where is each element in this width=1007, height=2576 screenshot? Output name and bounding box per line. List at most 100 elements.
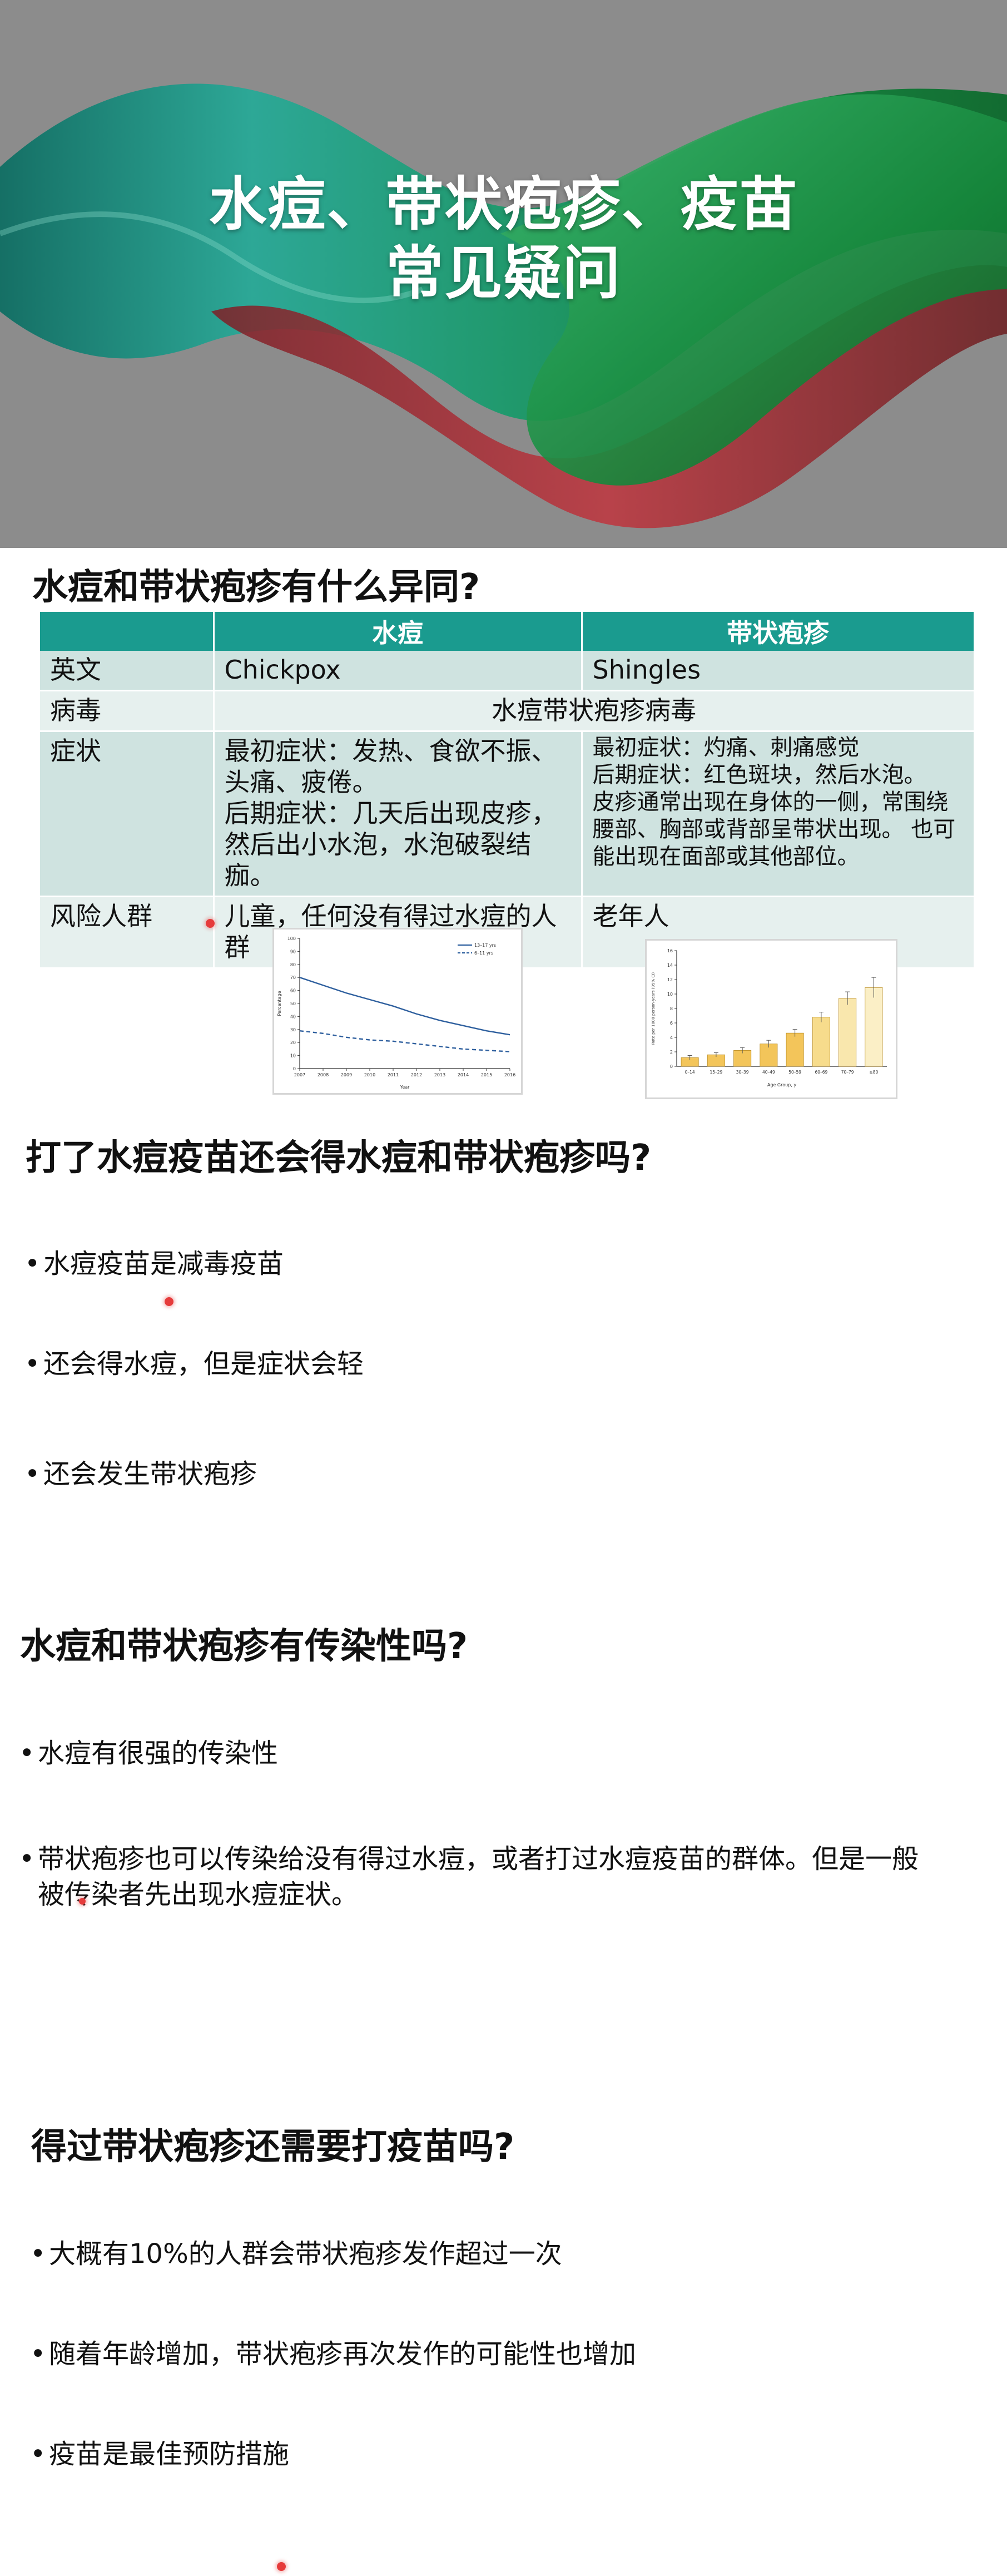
y-tick-label: 10: [667, 992, 673, 997]
bar-4: [760, 1044, 778, 1067]
bullet-icon: •: [30, 2238, 46, 2270]
row-label-risk-group: 风险人群: [40, 896, 215, 969]
comparison-table: 水痘 带状疱疹 英文 Chickpox Shingles 病毒 水痘带状疱疹病毒…: [40, 612, 975, 969]
x-tick-label: 40–49: [762, 1070, 775, 1075]
x-tick-label: 60–69: [815, 1070, 827, 1075]
x-tick-label: 2015: [481, 1072, 492, 1077]
y-tick-label: 40: [290, 1014, 296, 1019]
bullet-icon: •: [24, 1458, 41, 1490]
x-tick-label: 2011: [388, 1072, 399, 1077]
laser-pointer-dot: [277, 2562, 286, 2571]
laser-pointer-dot: [206, 919, 215, 928]
legend-label: 13–17 yrs: [474, 943, 496, 948]
bullet-icon: •: [24, 1348, 41, 1380]
list-item: • 随着年龄增加，带状疱疹再次发作的可能性也增加: [30, 2336, 636, 2372]
y-axis-label: Percentage: [277, 991, 282, 1016]
page-title-line-1: 水痘、带状疱疹、疫苗: [209, 170, 798, 238]
bullet-icon: •: [19, 1843, 35, 1875]
y-tick-label: 80: [290, 962, 296, 967]
bullet-icon: •: [19, 1738, 35, 1769]
page-title: 水痘、带状疱疹、疫苗 常见疑问: [0, 170, 1007, 308]
x-tick-label: 50–59: [788, 1070, 801, 1075]
laser-pointer-dot: [79, 1898, 86, 1905]
x-tick-label: 2013: [434, 1072, 445, 1077]
cell-chickenpox-english: Chickpox: [214, 651, 583, 691]
section-4-heading: 得过带状疱疹还需要打疫苗吗?: [31, 2127, 515, 2168]
list-item: • 水痘有很强的传染性: [19, 1736, 278, 1771]
list-item: • 疫苗是最佳预防措施: [30, 2436, 289, 2472]
y-tick-label: 30: [290, 1027, 296, 1032]
x-axis-label: Year: [400, 1085, 410, 1090]
y-tick-label: 100: [287, 936, 296, 941]
y-tick-label: 20: [290, 1040, 296, 1045]
x-tick-label: 70–79: [841, 1070, 854, 1075]
y-axis-label: Rate per 1000 person-years (95% CI): [651, 972, 656, 1045]
series-line-2: [299, 1030, 510, 1052]
y-tick-label: 90: [290, 949, 296, 954]
line-chart-card: 0 10 20 30 40 50 60 70 80 90 100 2007 2008 2009 2010 20…: [272, 928, 523, 1095]
cell-virus-merged: 水痘带状疱疹病毒: [214, 690, 975, 732]
bar-chart-card: 0 2 4 6 8 10 12 14 16 0–14 15–29 30–39 40–49 50–59 60–…: [645, 939, 897, 1099]
bullet-icon: •: [30, 2338, 46, 2370]
row-label-virus: 病毒: [40, 690, 215, 732]
y-tick-label: 60: [290, 988, 296, 993]
x-tick-label: 15–29: [710, 1070, 722, 1075]
section-1-heading: 水痘和带状疱疹有什么异同?: [32, 567, 480, 608]
section-3-heading: 水痘和带状疱疹有传染性吗?: [20, 1626, 468, 1667]
table-row: 症状 最初症状：发热、食欲不振、 头痛、疲倦。 后期症状：几天后出现皮疹， 然后…: [40, 731, 975, 897]
bullet-icon: •: [30, 2439, 46, 2470]
y-tick-label: 0: [293, 1066, 296, 1071]
page-title-line-2: 常见疑问: [385, 239, 622, 307]
table-header-blank: [40, 612, 215, 651]
row-label-symptoms: 症状: [40, 731, 215, 897]
row-label-english: 英文: [40, 651, 215, 691]
cell-chickenpox-symptoms: 最初症状：发热、食欲不振、 头痛、疲倦。 后期症状：几天后出现皮疹， 然后出小水…: [214, 731, 583, 897]
y-tick-label: 16: [667, 948, 673, 953]
list-item: • 带状疱疹也可以传染给没有得过水痘，或者打过水痘疫苗的群体。但是一般 被传染者…: [19, 1841, 986, 1912]
bar-chart: 0 2 4 6 8 10 12 14 16 0–14 15–29 30–39 40–49 50–59 60–…: [651, 948, 887, 1087]
y-tick-label: 50: [290, 1001, 296, 1006]
table-row: 病毒 水痘带状疱疹病毒: [40, 690, 975, 732]
laser-pointer-dot: [165, 1297, 173, 1306]
section-2-heading: 打了水痘疫苗还会得水痘和带状疱疹吗?: [26, 1138, 652, 1179]
y-tick-label: 12: [667, 977, 673, 982]
list-item: • 还会发生带状疱疹: [24, 1456, 257, 1492]
title-banner: 水痘、带状疱疹、疫苗 常见疑问: [0, 0, 1007, 548]
banner-ribbon-graphic: [0, 83, 1007, 528]
legend-label: 6–11 yrs: [474, 951, 493, 956]
x-tick-label: 0–14: [685, 1070, 695, 1075]
y-tick-label: 10: [290, 1054, 296, 1059]
x-tick-label: 2014: [458, 1072, 469, 1077]
y-tick-label: 14: [667, 963, 673, 968]
x-tick-label: 2008: [318, 1072, 329, 1077]
y-tick-label: 8: [670, 1006, 673, 1011]
x-tick-label: 30–39: [736, 1070, 749, 1075]
bullet-icon: •: [24, 1248, 41, 1279]
cell-shingles-english: Shingles: [582, 651, 975, 691]
table-row: 英文 Chickpox Shingles: [40, 651, 975, 691]
y-tick-label: 4: [670, 1035, 673, 1040]
x-tick-label: 2007: [294, 1072, 305, 1077]
line-chart: 0 10 20 30 40 50 60 70 80 90 100 2007 2008 2009 2010 20…: [277, 936, 515, 1090]
bar-6: [812, 1017, 830, 1067]
x-tick-label: 2010: [364, 1072, 375, 1077]
y-tick-label: 6: [670, 1021, 673, 1026]
list-item: • 水痘疫苗是减毒疫苗: [24, 1246, 284, 1282]
table-header-chickenpox: 水痘: [214, 612, 583, 651]
cell-shingles-symptoms: 最初症状：灼痛、刺痛感觉 后期症状：红色斑块，然后水泡。 皮疹通常出现在身体的一…: [582, 731, 975, 897]
bar-7: [839, 998, 857, 1067]
bar-8: [865, 987, 883, 1067]
bar-5: [786, 1032, 804, 1067]
x-tick-label: 2009: [341, 1072, 352, 1077]
x-tick-label: ≥80: [869, 1070, 878, 1075]
x-tick-label: 2016: [504, 1072, 515, 1077]
list-item: • 大概有10%的人群会带状疱疹发作超过一次: [30, 2236, 562, 2272]
x-tick-label: 2012: [411, 1072, 422, 1077]
x-axis-label: Age Group, y: [767, 1082, 796, 1087]
series-line-1: [299, 977, 510, 1036]
table-header-row: 水痘 带状疱疹: [40, 612, 975, 651]
table-header-shingles: 带状疱疹: [582, 612, 975, 651]
y-tick-label: 0: [670, 1064, 673, 1069]
y-tick-label: 70: [290, 975, 296, 980]
list-item: • 还会得水痘，但是症状会轻: [24, 1346, 364, 1382]
